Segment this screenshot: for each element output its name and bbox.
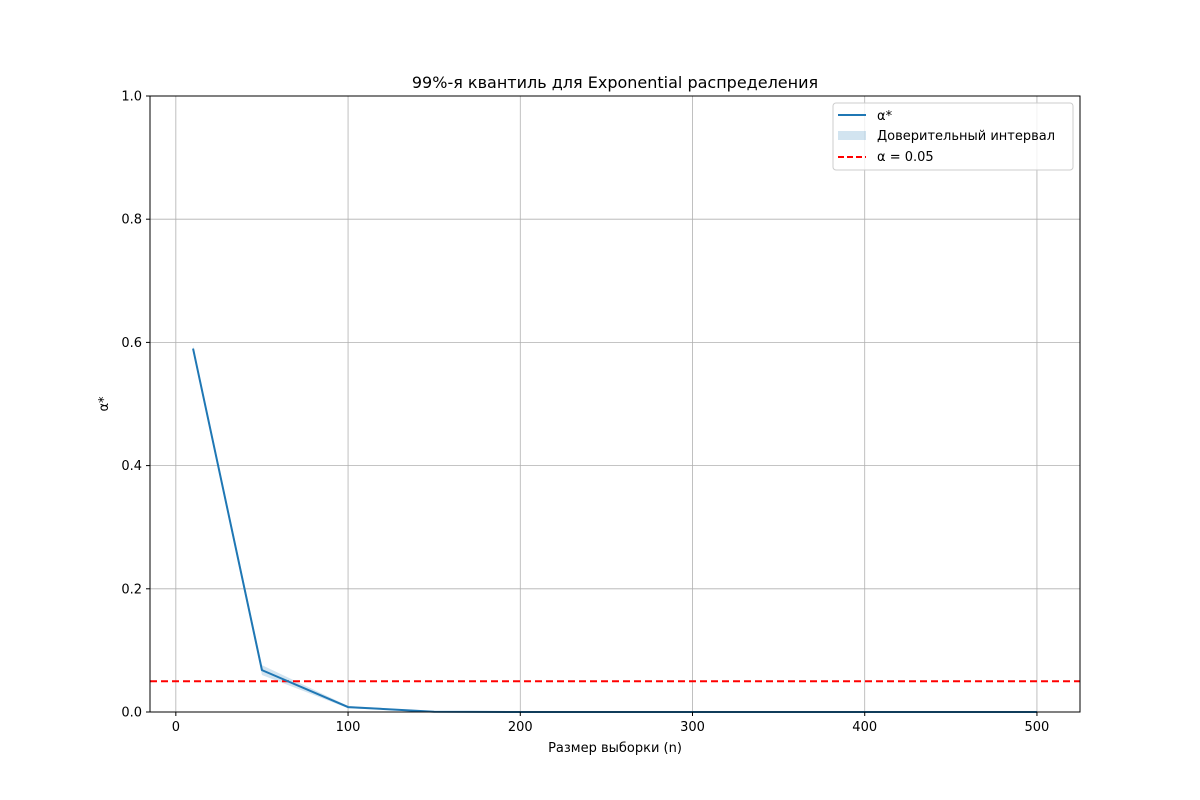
legend-reference-label: α = 0.05 xyxy=(877,150,934,165)
legend-box xyxy=(832,102,1074,171)
x-tick-label: 100 xyxy=(336,720,361,735)
confidence-interval-area xyxy=(193,345,1037,712)
legend: α* Доверительный интервал α = 0.05 xyxy=(832,102,1074,171)
x-tick-label: 300 xyxy=(680,720,705,735)
legend-ci-label: Доверительный интервал xyxy=(877,129,1055,144)
y-tick-label: 0.4 xyxy=(121,459,142,474)
y-tick-label: 0.0 xyxy=(121,706,142,721)
chart-title: 99%-я квантиль для Exponential распредел… xyxy=(412,73,818,92)
confidence-interval-band xyxy=(193,345,1037,712)
x-tick-label: 0 xyxy=(172,720,180,735)
y-tick-label: 0.6 xyxy=(121,336,142,351)
x-ticks: 0 100 200 300 400 500 xyxy=(172,712,1050,735)
grid-lines xyxy=(150,95,1080,713)
plot-frame xyxy=(149,95,1081,713)
y-ticks: 0.0 0.2 0.4 0.6 0.8 1.0 xyxy=(121,90,150,721)
x-axis-label: Размер выборки (n) xyxy=(548,741,682,756)
y-axis-label: α* xyxy=(97,396,112,412)
x-tick-label: 400 xyxy=(852,720,877,735)
legend-ci-swatch xyxy=(838,131,866,140)
y-tick-label: 1.0 xyxy=(121,90,142,105)
legend-series-label: α* xyxy=(877,109,893,124)
y-tick-label: 0.2 xyxy=(121,582,142,597)
y-tick-label: 0.8 xyxy=(121,213,142,228)
x-tick-label: 500 xyxy=(1025,720,1050,735)
x-tick-label: 200 xyxy=(508,720,533,735)
